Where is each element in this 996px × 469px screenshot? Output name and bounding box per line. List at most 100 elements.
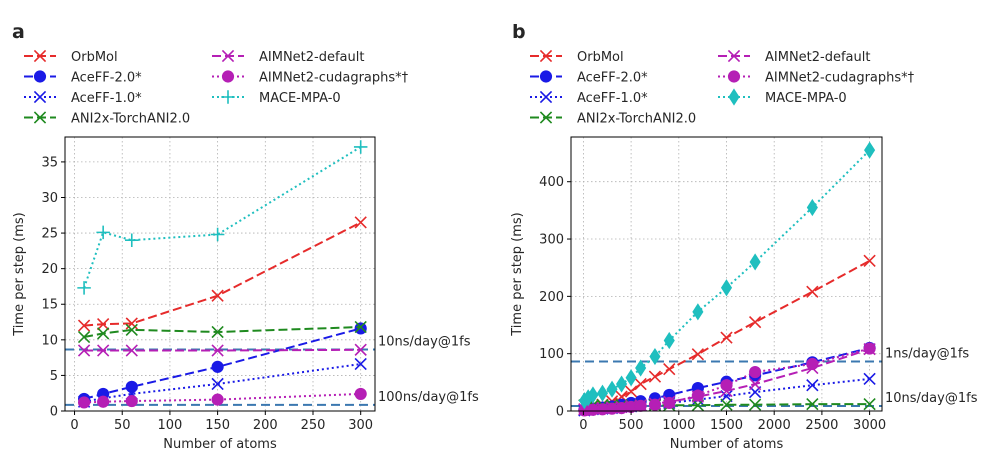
legend-marker xyxy=(33,49,47,63)
x-tick-label: 2000 xyxy=(758,418,791,433)
y-tick-label: 200 xyxy=(539,290,564,305)
data-point xyxy=(211,344,224,357)
reference-line-label: 10ns/day@1fs xyxy=(885,391,978,406)
data-point xyxy=(211,325,224,339)
y-tick-label: 10 xyxy=(41,333,58,348)
data-point xyxy=(625,369,637,387)
data-point xyxy=(663,396,676,410)
legend-marker xyxy=(539,49,553,63)
data-point xyxy=(864,141,876,159)
data-point xyxy=(749,253,761,271)
legend-entry: AceFF-2.0* xyxy=(24,70,142,86)
legend-marker xyxy=(33,70,47,83)
data-point xyxy=(692,303,704,321)
legend-label: OrbMol xyxy=(577,50,624,65)
series-line xyxy=(83,327,361,400)
x-tick-label: 100 xyxy=(158,418,183,433)
legend-marker xyxy=(539,90,553,104)
data-point xyxy=(353,140,368,154)
x-tick-label: 200 xyxy=(253,418,278,433)
data-point xyxy=(77,330,91,344)
data-point xyxy=(354,343,367,356)
legend-label: OrbMol xyxy=(71,50,118,65)
data-point xyxy=(211,393,224,406)
legend-label: AceFF-1.0* xyxy=(71,91,142,106)
data-point xyxy=(211,360,224,373)
legend-marker xyxy=(728,88,740,106)
legend-entry: AceFF-1.0* xyxy=(530,90,648,106)
x-tick-label: 300 xyxy=(348,418,373,433)
y-tick-label: 30 xyxy=(41,191,58,206)
legend-entry: ANI2x-TorchANI2.0 xyxy=(24,111,190,127)
x-tick-label: 500 xyxy=(619,418,644,433)
plot-frame xyxy=(64,136,376,412)
legend-label: ANI2x-TorchANI2.0 xyxy=(71,112,190,127)
y-tick-label: 100 xyxy=(539,347,564,362)
y-tick-label: 35 xyxy=(41,155,58,170)
legend-marker xyxy=(727,49,741,63)
x-axis-label: Number of atoms xyxy=(670,437,784,452)
legend-label: AIMNet2-cudagraphs*† xyxy=(765,71,915,86)
panel-label: a xyxy=(12,21,25,43)
data-point xyxy=(616,375,628,393)
data-point xyxy=(748,316,762,329)
data-point xyxy=(691,348,705,361)
series-MACE-MPA-0 xyxy=(77,140,368,295)
data-point xyxy=(211,377,224,391)
legend-label: AIMNet2-default xyxy=(259,50,364,65)
data-point xyxy=(354,322,367,335)
data-point xyxy=(863,254,876,267)
x-axis-label: Number of atoms xyxy=(163,437,277,452)
legend-label: MACE-MPA-0 xyxy=(765,91,847,106)
x-tick-label: 2500 xyxy=(805,418,838,433)
x-tick-label: 0 xyxy=(579,418,587,433)
data-point xyxy=(863,397,876,411)
legend: OrbMol AceFF-2.0* AceFF-1.0* ANI2x-TorchANI… xyxy=(24,49,409,127)
data-point xyxy=(648,370,662,383)
panel-label: b xyxy=(512,21,526,43)
x-tick-label: 0 xyxy=(70,418,78,433)
data-point xyxy=(749,365,762,379)
legend-marker xyxy=(33,90,47,104)
legend-entry: AIMNet2-cudagraphs*† xyxy=(212,70,409,86)
data-point xyxy=(635,359,647,377)
legend-label: AceFF-2.0* xyxy=(577,71,648,86)
y-tick-label: 400 xyxy=(539,175,564,190)
legend-entry: MACE-MPA-0 xyxy=(718,88,847,106)
y-tick-label: 5 xyxy=(50,369,58,384)
data-point xyxy=(806,285,819,298)
data-point xyxy=(125,380,138,393)
reference-line-label: 10ns/day@1fs xyxy=(378,335,471,350)
legend-label: ANI2x-TorchANI2.0 xyxy=(577,112,696,127)
legend-entry: AIMNet2-default xyxy=(718,49,870,65)
data-point xyxy=(97,327,110,340)
x-tick-label: 3000 xyxy=(853,418,886,433)
x-tick-label: 250 xyxy=(301,418,326,433)
series-AIMNet2-default xyxy=(77,343,367,357)
data-point xyxy=(354,357,367,371)
data-point xyxy=(649,347,661,366)
legend-entry: AceFF-2.0* xyxy=(530,70,648,86)
data-point xyxy=(125,394,138,408)
data-point xyxy=(720,389,733,403)
legend-label: AIMNet2-default xyxy=(765,50,870,65)
data-point xyxy=(77,319,91,332)
data-point xyxy=(634,377,647,391)
data-point xyxy=(97,344,110,357)
data-point xyxy=(663,363,676,376)
reference-line-label: 100ns/day@1fs xyxy=(378,390,479,405)
y-tick-label: 0 xyxy=(556,405,564,420)
data-point xyxy=(806,397,819,411)
data-point xyxy=(97,395,110,408)
legend-marker xyxy=(539,70,553,83)
data-point xyxy=(97,318,110,331)
x-tick-label: 1500 xyxy=(710,418,743,433)
legend-label: MACE-MPA-0 xyxy=(259,91,341,106)
data-point xyxy=(634,399,647,412)
series-MACE-MPA-0 xyxy=(578,141,876,410)
legend-marker xyxy=(33,111,47,124)
y-tick-label: 15 xyxy=(41,298,58,313)
data-point xyxy=(863,372,876,386)
legend-entry: AIMNet2-default xyxy=(212,49,364,65)
